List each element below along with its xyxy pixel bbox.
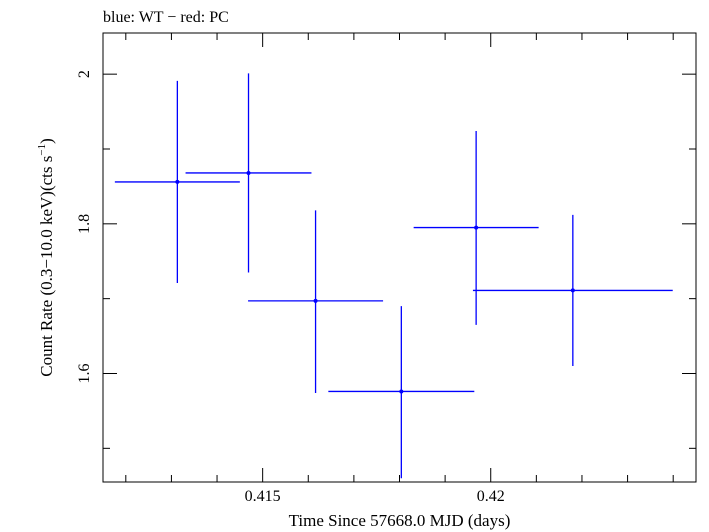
y-axis-label-main: Count Rate (0.3−10.0 keV)(cts s	[37, 156, 56, 377]
data-point	[328, 306, 475, 479]
x-tick-label: 0.42	[477, 488, 505, 505]
y-tick-label: 1.8	[76, 214, 93, 234]
data-point-marker	[246, 170, 251, 175]
y-axis-label-close: )	[37, 138, 56, 144]
y-tick-label: 2	[76, 70, 93, 78]
data-series-wt	[114, 73, 673, 479]
data-point-marker	[570, 288, 575, 293]
data-point	[114, 80, 240, 283]
y-tick-label: 1.6	[76, 363, 93, 383]
data-point-marker	[313, 298, 318, 303]
plot-frame	[102, 32, 697, 483]
axis-ticks	[103, 33, 696, 482]
data-point	[248, 210, 384, 393]
data-point-marker	[399, 389, 404, 394]
data-point-marker	[474, 225, 479, 230]
data-point	[413, 131, 539, 325]
x-axis-label: Time Since 57668.0 MJD (days)	[289, 511, 511, 530]
x-tick-label: 0.415	[245, 488, 281, 505]
y-axis-label-superscript: −1	[36, 144, 48, 156]
axis-tick-labels: 0.415 0.42 1.6 1.8 2	[76, 70, 505, 505]
y-axis-label: Count Rate (0.3−10.0 keV)(cts s−1)	[36, 138, 56, 377]
chart-title: blue: WT − red: PC	[103, 9, 229, 26]
data-point	[185, 73, 312, 273]
data-point	[472, 214, 673, 367]
data-point-marker	[175, 179, 180, 184]
